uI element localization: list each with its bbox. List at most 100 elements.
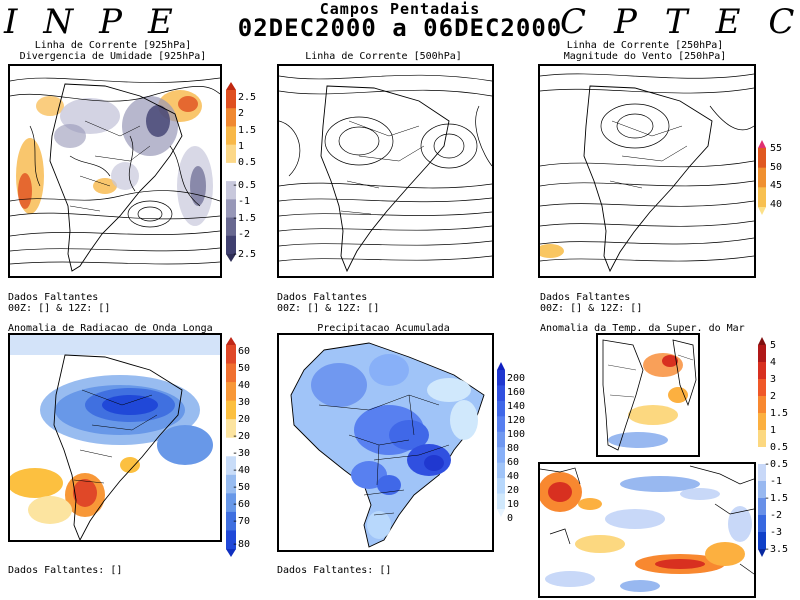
colorbar-swatch [497, 370, 505, 386]
panel6-colorbar-label: 0.5 [770, 442, 789, 453]
panel4-colorbar-label: -80 [232, 539, 251, 550]
colorbar-swatch [226, 456, 236, 476]
panel4-colorbar-label: 40 [238, 380, 251, 391]
panel3-colorbar-label: 45 [770, 180, 783, 191]
panel1-subtitle: Divergencia de Umidade [925hPa] [19, 51, 207, 62]
colorbar-swatch [226, 511, 236, 531]
panel5-colorbar-label: 60 [507, 457, 520, 468]
colorbar-swatch [758, 207, 766, 215]
panel1-colorbar-label: 0.5 [238, 157, 257, 168]
panel4-colorbar-label: 20 [238, 414, 251, 425]
panel6-colorbar-label: -1 [770, 476, 783, 487]
panel4-missing-data: Dados Faltantes: [] [8, 565, 123, 576]
colorbar-swatch [226, 549, 236, 557]
panel4-colorbar-label: -70 [232, 516, 251, 527]
colorbar-swatch [226, 474, 236, 494]
colorbar-swatch [226, 493, 236, 513]
panel5-colorbar-label: 40 [507, 471, 520, 482]
colorbar-swatch [758, 362, 766, 380]
colorbar-swatch [758, 413, 766, 431]
panel3-missing-data-times: 00Z: [] & 12Z: [] [540, 303, 643, 314]
colorbar-swatch [226, 363, 236, 383]
colorbar-swatch [497, 400, 505, 417]
panel5-colorbar-label: 160 [507, 387, 526, 398]
colorbar-swatch [758, 464, 766, 482]
panel1-missing-data-times: 00Z: [] & 12Z: [] [8, 303, 111, 314]
colorbar-swatch [226, 382, 236, 402]
colorbar-swatch [226, 235, 236, 255]
panel4-title: Anomalia de Radiacao de Onda Longa [8, 323, 213, 334]
panel4-colorbar-label: -50 [232, 482, 251, 493]
panel5-colorbar [497, 362, 505, 517]
colorbar-swatch [758, 532, 766, 550]
panel4-colorbar-label: 30 [238, 397, 251, 408]
colorbar-swatch [497, 385, 505, 402]
map-streamlines-250hpa [538, 64, 756, 278]
panel3-colorbar-label: 50 [770, 162, 783, 173]
panel1-colorbar-label: -2 [238, 229, 251, 240]
panel4-colorbar-label: -30 [232, 448, 251, 459]
colorbar-swatch [497, 493, 505, 510]
colorbar-swatch [226, 437, 236, 457]
panel2-title: Linha de Corrente [500hPa] [305, 51, 462, 62]
panel4-colorbar-label: 60 [238, 346, 251, 357]
panel6-colorbar-label: 5 [770, 340, 777, 351]
panel3-title: Linha de Corrente [250hPa] [566, 40, 724, 51]
panel3-colorbar-label: 40 [770, 199, 783, 210]
panel6-colorbar-label: -0.5 [764, 459, 789, 470]
colorbar-swatch [758, 337, 766, 345]
date-range: 02DEC2000 a 06DEC2000 [237, 14, 563, 42]
colorbar-swatch [758, 345, 766, 363]
colorbar-swatch [758, 140, 766, 148]
colorbar-swatch [226, 82, 236, 90]
page-title: Campos Pentadais [319, 0, 481, 18]
colorbar-swatch [226, 90, 236, 109]
panel3-colorbar-label: 55 [770, 143, 783, 154]
panel4-colorbar-label: 50 [238, 363, 251, 374]
map-sst-anomaly-pacific [538, 462, 756, 598]
colorbar-swatch [226, 254, 236, 262]
colorbar-swatch [758, 498, 766, 516]
colorbar-swatch [758, 481, 766, 499]
colorbar-swatch [226, 108, 236, 127]
panel5-title: Precipitacao Acumulada [317, 323, 450, 334]
inpe-logo-text: INPE [4, 2, 199, 42]
panel5-colorbar-label: 80 [507, 443, 520, 454]
panel3-colorbar [758, 140, 766, 215]
panel4-colorbar [226, 337, 236, 557]
colorbar-swatch [226, 144, 236, 164]
panel1-colorbar-label: -1 [238, 196, 251, 207]
panel1-title: Linha de Corrente [925hPa] [34, 40, 192, 51]
panel5-colorbar-label: 10 [507, 499, 520, 510]
colorbar-swatch [226, 419, 236, 439]
panel6-colorbar-label: 2 [770, 391, 777, 402]
colorbar-swatch [226, 199, 236, 219]
colorbar-swatch [226, 337, 236, 345]
map-streamlines-925hpa [8, 64, 222, 278]
colorbar-swatch [497, 362, 505, 370]
colorbar-swatch [758, 379, 766, 397]
panel4-colorbar-label: -40 [232, 465, 251, 476]
colorbar-swatch [758, 396, 766, 414]
panel1-colorbar-label: 1 [238, 141, 245, 152]
colorbar-swatch [758, 167, 766, 188]
panel6-colorbar-label: -2 [770, 510, 783, 521]
panel6-colorbar-label: -3.5 [764, 544, 789, 555]
colorbar-swatch [497, 462, 505, 479]
colorbar-swatch [758, 187, 766, 208]
panel1-colorbar-label: 2 [238, 108, 245, 119]
panel6-colorbar-label: 3 [770, 374, 777, 385]
colorbar-swatch [758, 430, 766, 448]
panel1-colorbar-label: -2.5 [232, 249, 257, 260]
panel5-colorbar-label: 120 [507, 415, 526, 426]
colorbar-swatch [226, 530, 236, 550]
colorbar-swatch [226, 181, 236, 200]
colorbar-swatch [497, 509, 505, 517]
panel4-colorbar-label: -60 [232, 499, 251, 510]
panel5-colorbar-label: 0 [507, 513, 514, 524]
colorbar-swatch [497, 478, 505, 495]
panel5-colorbar-label: 200 [507, 373, 526, 384]
map-accumulated-precipitation [277, 333, 494, 552]
colorbar-swatch [758, 148, 766, 169]
panel5-colorbar-label: 100 [507, 429, 526, 440]
